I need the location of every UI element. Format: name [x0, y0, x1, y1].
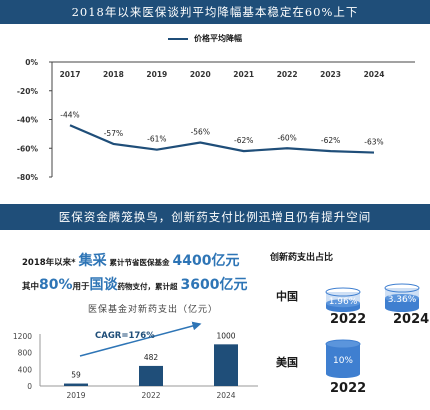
y-tick-label: -60% [17, 144, 39, 153]
china-year-2022: 2022 [330, 312, 367, 327]
stat2-highlight1: 80% [39, 277, 73, 293]
usa-year-2022: 2022 [330, 381, 367, 396]
x-tick-label: 2024 [364, 70, 385, 79]
x-tick-label: 2021 [233, 70, 254, 79]
bar-y-tick-label: 0 [27, 382, 32, 391]
data-label: -61% [147, 135, 166, 144]
stat2-value: 3600亿元 [180, 277, 248, 293]
cylinder-fill [385, 298, 419, 308]
bar-chart-title: 医保基金对新药支出（亿元） [88, 305, 219, 315]
data-label: -56% [191, 128, 210, 137]
cylinder-china-2024: 3.36% [384, 283, 420, 312]
x-tick-label: 2017 [60, 70, 81, 79]
x-tick-label: 2018 [103, 70, 124, 79]
cylinder-value: 1.96% [329, 297, 358, 307]
cylinder-china-2022: 1.96% [325, 287, 361, 312]
bar-value-label: 1000 [216, 331, 235, 340]
y-tick-label: -40% [17, 116, 39, 125]
china-year-2024: 2024 [393, 312, 430, 327]
bar-y-tick-label: 1200 [13, 332, 32, 341]
legend-swatch [168, 37, 188, 40]
data-label: -62% [321, 136, 340, 145]
country-china: 中国 [276, 290, 298, 303]
stat1-prefix: 2018年以来* [22, 258, 76, 268]
bar-value-label: 482 [144, 353, 159, 362]
x-tick-label: 2023 [320, 70, 341, 79]
x-tick-label: 2020 [190, 70, 211, 79]
middle-banner: 医保资金腾笼换鸟，创新药支付比例迅增且仍有提升空间 [0, 204, 430, 230]
stat-line-2: 其中80%用于国谈药物支付，累计超 3600亿元 [22, 274, 247, 294]
cagr-arrow [79, 321, 202, 357]
x-tick-label: 2022 [277, 70, 298, 79]
bar-chart: 0 400 800 1200 59 2019 482 2022 1000 2024 CAGR=176… [13, 321, 258, 400]
bar [139, 365, 163, 386]
bar-x-tick-label: 2024 [216, 391, 235, 400]
stat2-middle1: 用于 [72, 282, 90, 292]
stat-line-1: 2018年以来* 集采 累计节省医保基金 4400亿元 [22, 250, 239, 270]
top-banner: 2018年以来医保谈判平均降幅基本稳定在60%上下 [0, 0, 430, 24]
share-cylinders: 1.96% 3.36% 10% [325, 283, 420, 378]
cylinder-value: 3.36% [388, 295, 417, 305]
data-label: -60% [277, 133, 296, 142]
cagr-label: CAGR=176% [95, 331, 155, 341]
y-tick-label: -20% [17, 87, 39, 96]
cylinder-top [384, 283, 420, 293]
bar-x-tick-label: 2019 [66, 391, 85, 400]
data-label: -62% [234, 136, 253, 145]
cylinder-top [325, 287, 361, 297]
bar-y-tick-label: 400 [18, 365, 33, 374]
data-label: -63% [364, 138, 383, 147]
y-tick-label: -80% [17, 173, 39, 182]
line-chart: 0% -20% -40% -60% -80% 2017 2018 2019 2020 2021 20… [17, 58, 415, 182]
stat2-middle2: 药物支付，累计超 [117, 282, 178, 291]
data-label: -57% [104, 129, 123, 138]
stat2-prefix: 其中 [22, 282, 40, 292]
cylinder-fill-top [385, 294, 419, 302]
cylinder-top [325, 339, 361, 349]
y-tick-label: 0% [25, 58, 38, 67]
x-tick-label: 2019 [146, 70, 167, 79]
bar-value-label: 59 [71, 371, 81, 380]
stat2-highlight2: 国谈 [89, 277, 118, 293]
bar [214, 344, 238, 386]
cylinder-fill [326, 344, 360, 374]
legend-label: 价格平均降幅 [194, 34, 242, 43]
stat1-highlight: 集采 [78, 253, 107, 269]
line-legend: 价格平均降幅 [168, 33, 242, 44]
cylinder-value: 10% [333, 356, 353, 366]
data-label: -44% [60, 110, 79, 119]
cylinder-usa-2022: 10% [325, 339, 361, 378]
share-title: 创新药支出占比 [270, 253, 334, 263]
stat1-middle: 累计节省医保基金 [109, 258, 170, 267]
country-usa: 美国 [276, 356, 298, 369]
cylinder-fill-top [326, 299, 360, 308]
series-line-price-drop [69, 124, 375, 154]
stat1-value: 4400亿元 [172, 253, 240, 269]
bar [64, 383, 88, 386]
cylinder-fill-top [326, 340, 360, 348]
bar-x-tick-label: 2022 [141, 391, 160, 400]
bar-y-tick-label: 800 [18, 349, 33, 358]
